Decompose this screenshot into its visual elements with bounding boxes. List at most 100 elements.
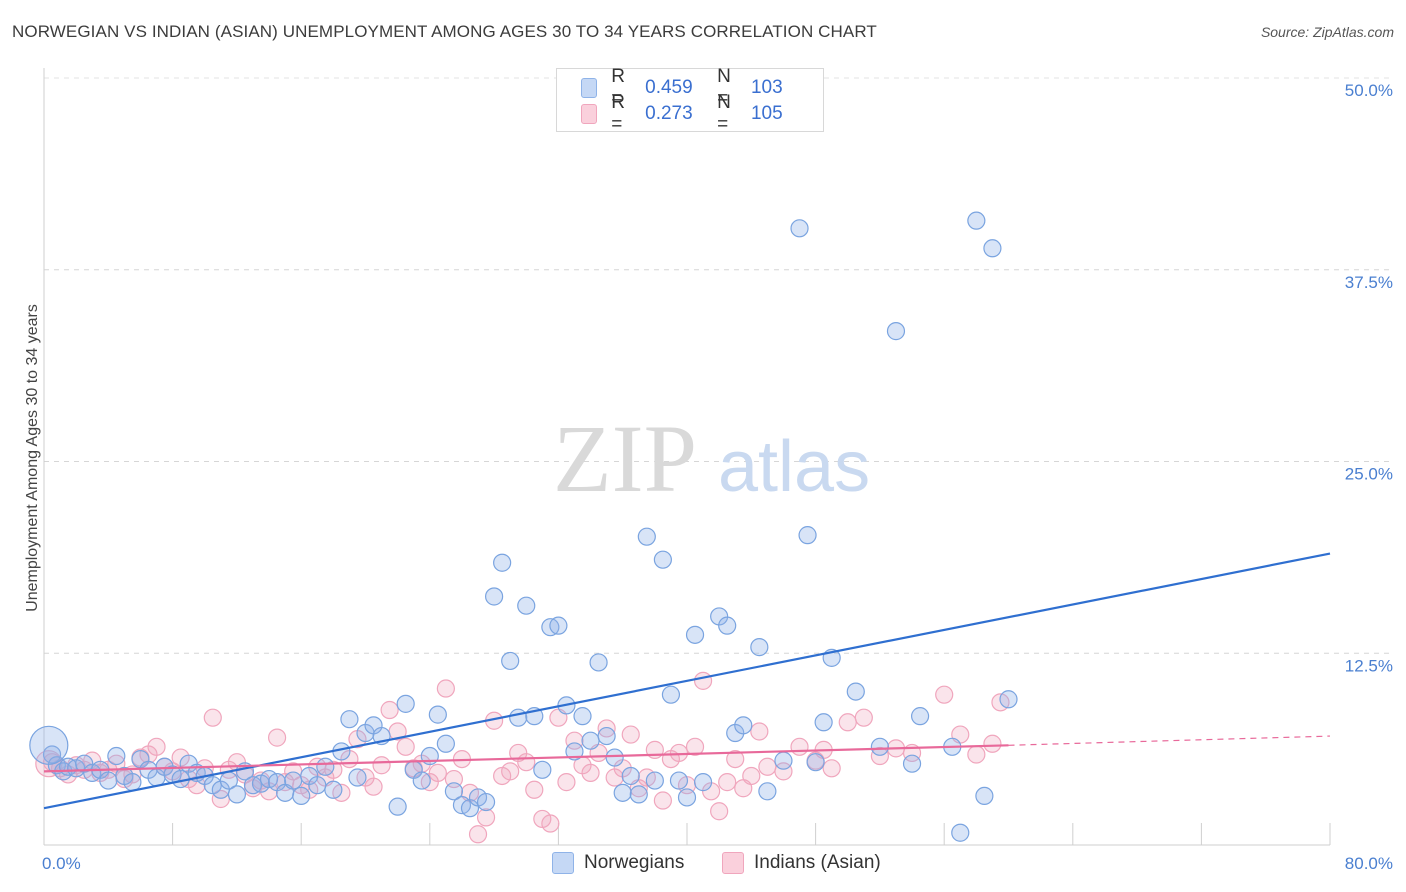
data-point	[870, 746, 890, 766]
data-point	[597, 719, 616, 738]
data-point	[605, 748, 624, 767]
data-point	[806, 753, 825, 772]
data-point	[693, 773, 713, 792]
trend-lines	[43, 552, 1331, 810]
data-point	[693, 671, 713, 690]
trend-line-norwegians	[43, 552, 1331, 810]
legend-row-norwegians: R = 0.459 N = 103	[581, 66, 823, 109]
data-point	[902, 754, 922, 773]
data-point	[854, 708, 873, 727]
data-point	[396, 694, 415, 713]
legend-series: Norwegians Indians (Asian)	[0, 852, 1406, 878]
data-point	[814, 713, 833, 732]
grid-lines	[44, 77, 1392, 654]
data-point	[798, 526, 817, 545]
y-tick-label: 37.5%	[1345, 273, 1393, 292]
data-point	[428, 705, 447, 724]
data-point	[774, 762, 793, 781]
trend-line-indians	[43, 744, 1009, 773]
data-point	[509, 708, 528, 727]
data-point	[364, 777, 383, 796]
data-point	[340, 710, 359, 729]
legend-n-label: N =	[717, 66, 731, 109]
data-point	[476, 808, 496, 827]
data-point	[710, 802, 729, 821]
data-point	[742, 766, 761, 786]
data-point	[517, 596, 536, 615]
data-point	[348, 768, 367, 787]
series-norwegians-points	[29, 211, 1018, 842]
data-point	[412, 771, 431, 790]
data-point	[525, 780, 544, 799]
data-point	[565, 742, 584, 761]
y-tick-label: 12.5%	[1345, 656, 1393, 675]
data-point	[910, 707, 930, 726]
data-point	[533, 760, 552, 779]
data-point	[750, 722, 769, 741]
y-axis-label: Unemployment Among Ages 30 to 34 years	[24, 304, 41, 612]
data-point	[42, 745, 62, 764]
data-point	[549, 616, 568, 635]
data-point	[661, 685, 681, 704]
data-point	[308, 776, 327, 795]
axes	[43, 68, 1331, 846]
data-point	[613, 783, 632, 802]
data-point	[975, 786, 994, 806]
watermark: ZIP atlas	[553, 405, 870, 512]
watermark-zip: ZIP	[553, 405, 697, 512]
x-tick-label: 80.0%	[1345, 854, 1393, 873]
data-point	[501, 651, 520, 671]
data-point	[541, 814, 560, 833]
data-point	[428, 763, 447, 783]
legend-row-indians: R = 0.273 N = 105	[581, 92, 823, 135]
legend-r-label: R =	[611, 92, 625, 135]
legend-label-norwegians: Norwegians	[584, 852, 685, 873]
data-point	[935, 685, 954, 704]
data-point	[99, 771, 118, 790]
data-point	[822, 759, 841, 778]
data-point	[653, 791, 672, 810]
data-point	[774, 751, 793, 770]
data-point	[758, 757, 777, 776]
data-point	[758, 782, 777, 801]
data-point	[718, 616, 737, 635]
data-point	[267, 728, 287, 747]
data-point	[685, 625, 705, 644]
data-point	[846, 682, 865, 701]
data-point	[790, 737, 809, 756]
data-point	[107, 746, 126, 766]
data-point	[573, 707, 592, 726]
data-point	[589, 653, 608, 672]
legend-item-norwegians: Norwegians	[552, 852, 684, 874]
data-point	[645, 771, 664, 790]
data-point	[468, 825, 488, 844]
data-point	[983, 734, 1002, 753]
data-point	[501, 762, 520, 781]
data-point	[718, 773, 737, 792]
data-point	[983, 239, 1002, 258]
source-label: Source: ZipAtlas.com	[1260, 24, 1394, 40]
data-point	[621, 725, 640, 744]
data-point	[726, 749, 745, 769]
legend-n-label: N =	[717, 92, 731, 135]
data-point	[750, 638, 769, 657]
legend-correlation: R = 0.459 N = 103 R = 0.273 N = 105	[556, 66, 824, 135]
data-point	[886, 322, 906, 341]
x-tick-label: 0.0%	[42, 854, 81, 873]
legend-label-indians: Indians (Asian)	[754, 852, 881, 873]
data-point	[621, 766, 640, 786]
data-point	[734, 716, 753, 735]
data-point	[870, 737, 890, 756]
legend-n-value: 105	[750, 103, 783, 124]
data-point	[637, 527, 656, 546]
data-point	[557, 773, 576, 792]
data-point	[597, 726, 616, 746]
legend-r-value: 0.273	[645, 103, 693, 124]
data-point	[388, 797, 407, 816]
data-point	[653, 550, 672, 569]
data-point	[436, 734, 455, 753]
data-point	[372, 756, 391, 775]
data-point	[493, 553, 512, 572]
data-point	[581, 731, 600, 750]
